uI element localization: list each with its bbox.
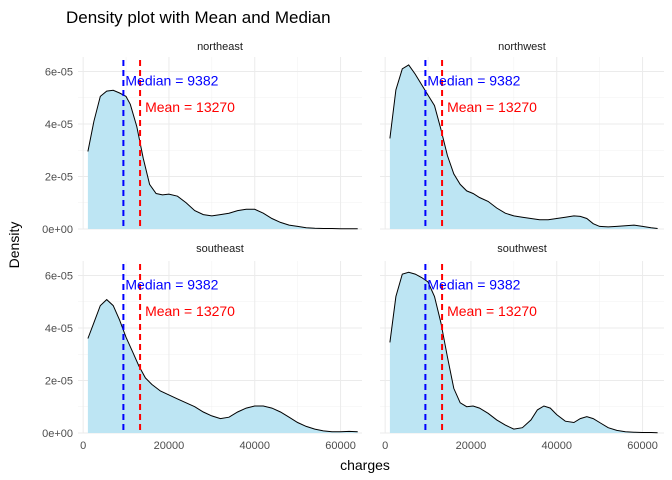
x-tick-label: 20000 [154, 440, 185, 452]
mean-label: Mean = 13270 [145, 303, 235, 319]
x-tick-label: 0 [382, 440, 388, 452]
density-line [389, 271, 658, 434]
median-label: Median = 9382 [427, 277, 520, 293]
facet-panels: northeast Median = 9382 Mean = 13270 0e+00 2… [42, 41, 664, 452]
y-tick-label: 6e-05 [45, 270, 73, 282]
x-tick-label: 60000 [627, 440, 658, 452]
y-tick-label: 4e-05 [45, 323, 73, 335]
mean-label: Mean = 13270 [145, 99, 235, 115]
density-line [87, 89, 358, 230]
x-tick-label: 0 [80, 440, 86, 452]
density-area [87, 90, 358, 229]
x-tick-label: 60000 [325, 440, 356, 452]
y-tick-label: 2e-05 [45, 171, 73, 183]
facet-southeast: southeast Median = 9382 Mean = 13270 0e+00 2… [42, 243, 362, 452]
median-label: Median = 9382 [125, 73, 218, 89]
facet-label: northeast [197, 41, 243, 53]
facet-northeast: northeast Median = 9382 Mean = 13270 0e+00 2… [42, 41, 362, 236]
facet-label: southwest [497, 243, 547, 255]
facet-label: northwest [498, 41, 546, 53]
y-tick-label: 0e+00 [42, 224, 73, 236]
mean-label: Mean = 13270 [447, 303, 537, 319]
y-axis-title: Density [6, 222, 22, 269]
density-area [389, 272, 658, 433]
y-tick-label: 6e-05 [45, 66, 73, 78]
density-area [87, 299, 358, 433]
density-line [87, 298, 358, 433]
density-area [389, 64, 658, 230]
median-label: Median = 9382 [125, 277, 218, 293]
x-tick-label: 40000 [541, 440, 572, 452]
x-axis-title: charges [340, 457, 390, 473]
facet-southwest: southwest Median = 9382 Mean = 13270 0 20000… [380, 243, 664, 452]
facet-label: southeast [196, 243, 244, 255]
x-tick-label: 40000 [239, 440, 270, 452]
y-tick-label: 2e-05 [45, 375, 73, 387]
mean-label: Mean = 13270 [447, 99, 537, 115]
median-label: Median = 9382 [427, 73, 520, 89]
x-tick-label: 20000 [456, 440, 487, 452]
y-tick-label: 0e+00 [42, 428, 73, 440]
chart-title: Density plot with Mean and Median [66, 8, 331, 27]
density-line [389, 64, 658, 229]
facet-northwest: northwest Median = 9382 Mean = 13270 [380, 41, 664, 230]
y-tick-label: 4e-05 [45, 119, 73, 131]
